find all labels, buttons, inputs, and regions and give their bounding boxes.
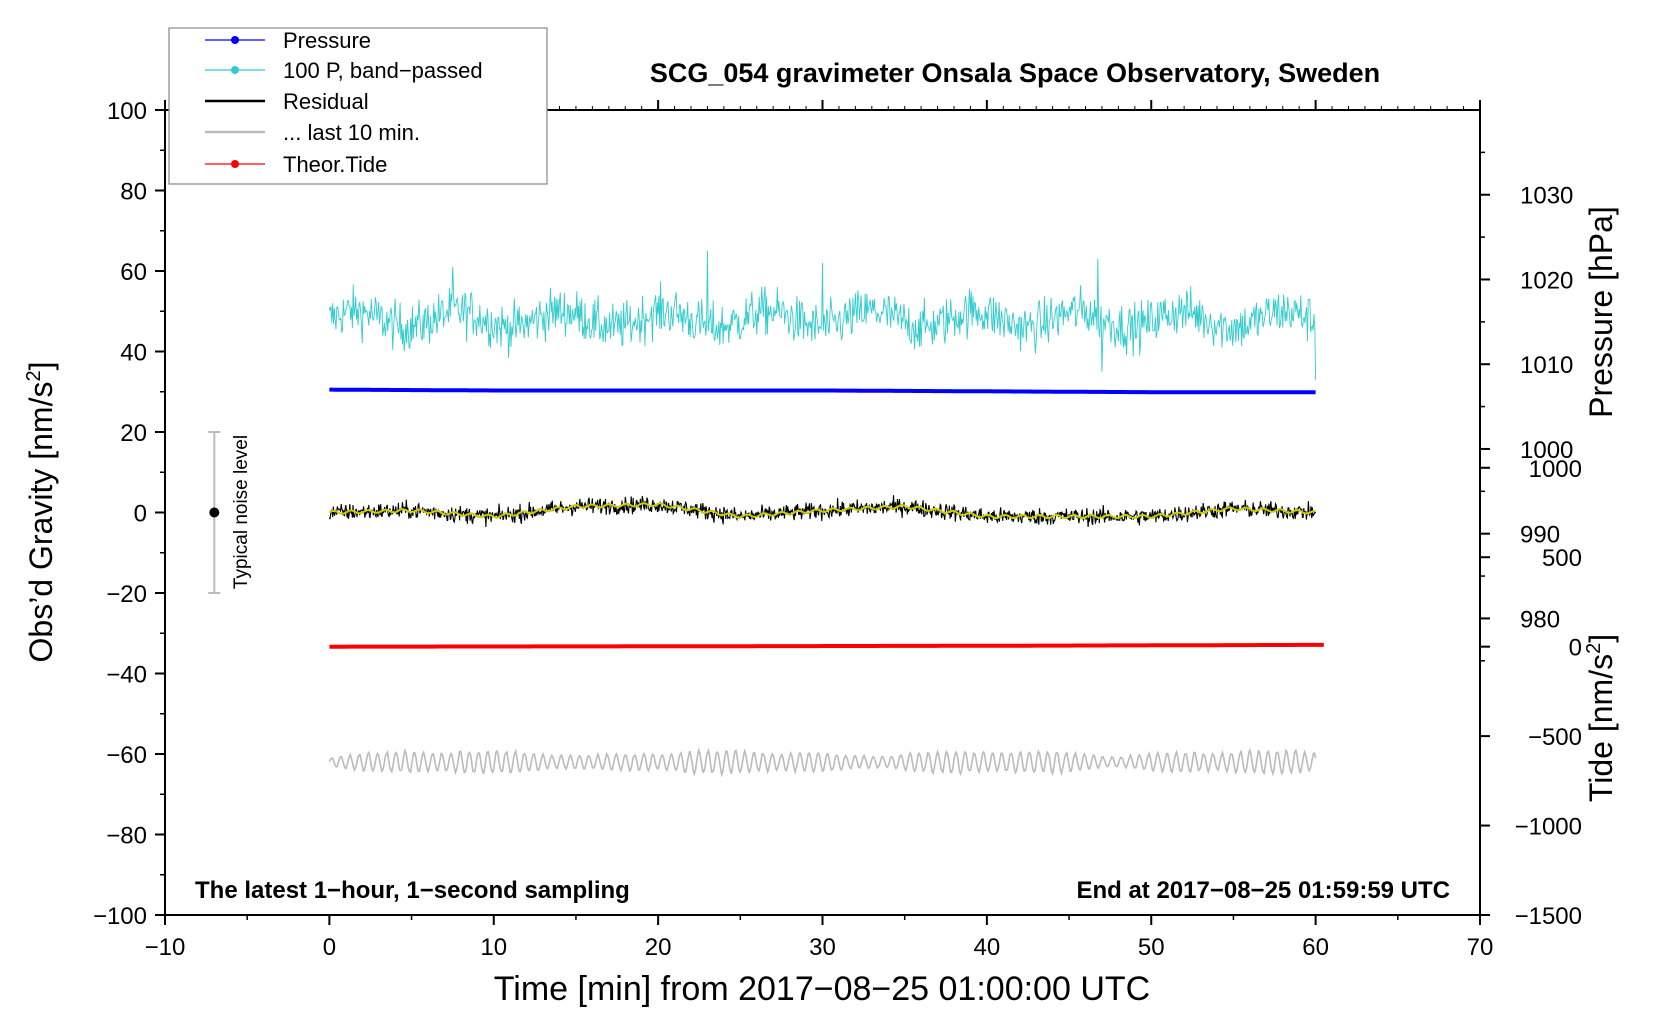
tide-axis-label: Tide [nm/s2] (1583, 634, 1619, 802)
pressure-tick-label: 1010 (1520, 352, 1573, 379)
chart-title: SCG_054 gravimeter Onsala Space Observat… (650, 58, 1380, 88)
legend-entry-pressure: Pressure (205, 28, 371, 53)
x-tick-label: 60 (1302, 934, 1329, 961)
y-tick-label: −20 (106, 581, 147, 608)
legend: Pressure 100 P, band−passed Residual ...… (168, 27, 548, 185)
x-tick-label: 50 (1138, 934, 1165, 961)
y-tick-label: 100 (107, 98, 147, 125)
legend-entry-residual: Residual (205, 89, 369, 114)
legend-label-last10: ... last 10 min. (283, 120, 420, 145)
y-tick-label: 0 (134, 501, 147, 528)
axes-layer: −10 0 10 20 30 40 50 60 70−100−80−60−40−20020406… (93, 98, 1582, 961)
x-tick-label: 0 (323, 934, 336, 961)
y-tick-label: 40 (120, 340, 147, 367)
x-tick-label: 30 (809, 934, 836, 961)
legend-label-pressure: Pressure (283, 28, 371, 53)
y-tick-label: −100 (93, 903, 147, 930)
tide-axis-label-sup: 2 (1583, 643, 1605, 654)
y-tick-label: 80 (120, 179, 147, 206)
x-axis-label: Time [min] from 2017−08−25 01:00:00 UTC (494, 970, 1150, 1008)
legend-entry-tide: Theor.Tide (205, 152, 387, 177)
legend-marker-pressure (231, 36, 239, 44)
tide-axis-label-main: Tide [nm/s (1583, 654, 1619, 802)
x-tick-label: 10 (480, 934, 507, 961)
y-axis-label-main: Obs’d Gravity [nm/s (23, 382, 59, 663)
noise-point (209, 507, 220, 518)
legend-label-bandpassed: 100 P, band−passed (283, 58, 483, 83)
tide-tick-label: 0 (1569, 635, 1582, 662)
legend-marker-tide (231, 160, 239, 168)
legend-label-residual: Residual (283, 89, 369, 114)
tide-tick-label: −1500 (1515, 903, 1582, 930)
y-axis-label: Obs’d Gravity [nm/s2] (23, 362, 59, 663)
noise-level-label: Typical noise level (231, 435, 252, 589)
pressure-axis-label: Pressure [hPa] (1583, 206, 1619, 418)
tide-tick-label: 500 (1542, 545, 1582, 572)
y-tick-label: −60 (106, 742, 147, 769)
y-tick-label: −80 (106, 823, 147, 850)
y-axis-label-close: ] (23, 362, 59, 371)
pressure-tick-label: 1030 (1520, 183, 1573, 210)
legend-box (168, 27, 548, 185)
tide-tick-label: −500 (1528, 724, 1582, 751)
series-bandpassed-line (328, 250, 1317, 380)
pressure-tick-label: 1020 (1520, 267, 1573, 294)
tide-tick-label: −1000 (1515, 814, 1582, 841)
series-pressure-line (329, 387, 1316, 395)
annotation-end-time: End at 2017−08−25 01:59:59 UTC (1076, 877, 1450, 904)
x-tick-label: 20 (645, 934, 672, 961)
pressure-tick-label: 1000 (1520, 437, 1573, 464)
y-tick-label: −40 (106, 662, 147, 689)
y-tick-label: 20 (120, 420, 147, 447)
legend-marker-bandpassed (231, 66, 239, 74)
tide-tick-label: 1000 (1529, 456, 1582, 483)
noise-marker (208, 431, 221, 594)
pressure-tick-label: 990 (1520, 522, 1560, 549)
series-tide-line (329, 642, 1324, 649)
legend-label-tide: Theor.Tide (283, 152, 387, 177)
series-smoothed-line (328, 502, 1316, 520)
x-tick-label: 70 (1467, 934, 1494, 961)
x-tick-label: −10 (145, 934, 186, 961)
annotation-sampling: The latest 1−hour, 1−second sampling (195, 877, 630, 904)
legend-entry-last10: ... last 10 min. (205, 120, 420, 145)
y-tick-label: 60 (120, 259, 147, 286)
pressure-tick-label: 980 (1520, 606, 1560, 633)
y-axis-label-sup: 2 (23, 370, 45, 381)
tide-axis-label-close: ] (1583, 634, 1619, 643)
x-tick-label: 40 (974, 934, 1001, 961)
series-layer (328, 250, 1324, 778)
legend-entry-bandpassed: 100 P, band−passed (205, 58, 483, 83)
series-last10-line (328, 747, 1317, 778)
